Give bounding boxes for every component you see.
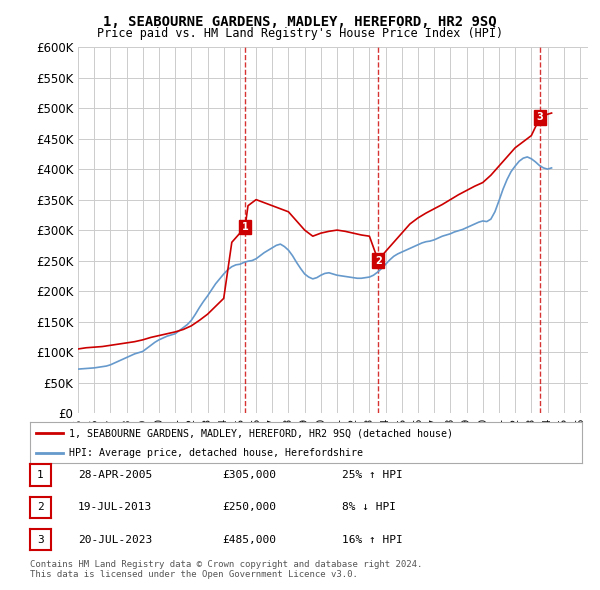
Text: 16% ↑ HPI: 16% ↑ HPI: [342, 535, 403, 545]
Text: HPI: Average price, detached house, Herefordshire: HPI: Average price, detached house, Here…: [68, 448, 362, 458]
Text: 3: 3: [537, 112, 544, 122]
Text: 2: 2: [37, 503, 44, 512]
Text: 28-APR-2005: 28-APR-2005: [78, 470, 152, 480]
Text: £250,000: £250,000: [222, 503, 276, 512]
Text: £485,000: £485,000: [222, 535, 276, 545]
Text: 1, SEABOURNE GARDENS, MADLEY, HEREFORD, HR2 9SQ (detached house): 1, SEABOURNE GARDENS, MADLEY, HEREFORD, …: [68, 428, 452, 438]
Text: 2: 2: [375, 255, 382, 266]
Text: 8% ↓ HPI: 8% ↓ HPI: [342, 503, 396, 512]
Text: 20-JUL-2023: 20-JUL-2023: [78, 535, 152, 545]
Text: 19-JUL-2013: 19-JUL-2013: [78, 503, 152, 512]
Text: 1: 1: [242, 222, 248, 232]
Text: 25% ↑ HPI: 25% ↑ HPI: [342, 470, 403, 480]
Text: 1: 1: [37, 470, 44, 480]
Text: £305,000: £305,000: [222, 470, 276, 480]
Text: Contains HM Land Registry data © Crown copyright and database right 2024.
This d: Contains HM Land Registry data © Crown c…: [30, 560, 422, 579]
Text: 3: 3: [37, 535, 44, 545]
Text: 1, SEABOURNE GARDENS, MADLEY, HEREFORD, HR2 9SQ: 1, SEABOURNE GARDENS, MADLEY, HEREFORD, …: [103, 15, 497, 29]
Text: Price paid vs. HM Land Registry's House Price Index (HPI): Price paid vs. HM Land Registry's House …: [97, 27, 503, 40]
